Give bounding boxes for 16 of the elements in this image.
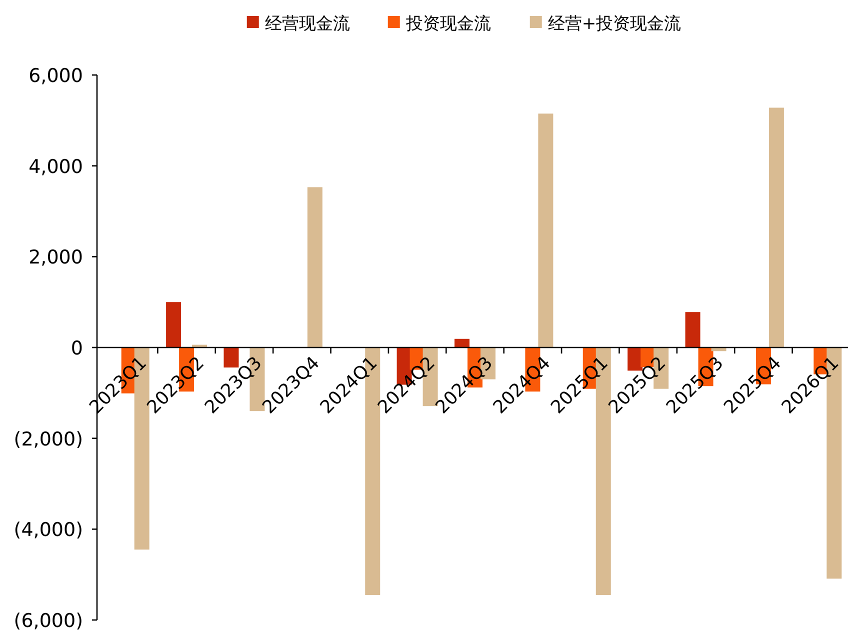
y-tick-label: 0 [70,338,83,360]
bar [538,114,554,348]
bar [768,108,784,348]
y-tick-label: 6,000 [28,65,83,87]
legend-label: 经营+投资现金流 [548,14,682,34]
bar [307,187,322,348]
legend-label: 投资现金流 [404,14,491,34]
y-tick-label: 4,000 [28,156,83,178]
y-tick-label: (4,000) [14,519,83,542]
bar [685,312,700,348]
bar [166,302,182,348]
y-tick-label: 2,000 [28,246,83,269]
y-tick-label: (6,000) [14,610,83,631]
bar [454,338,470,348]
y-tick-label: (2,000) [14,428,83,450]
legend-label: 经营现金流 [264,14,350,34]
